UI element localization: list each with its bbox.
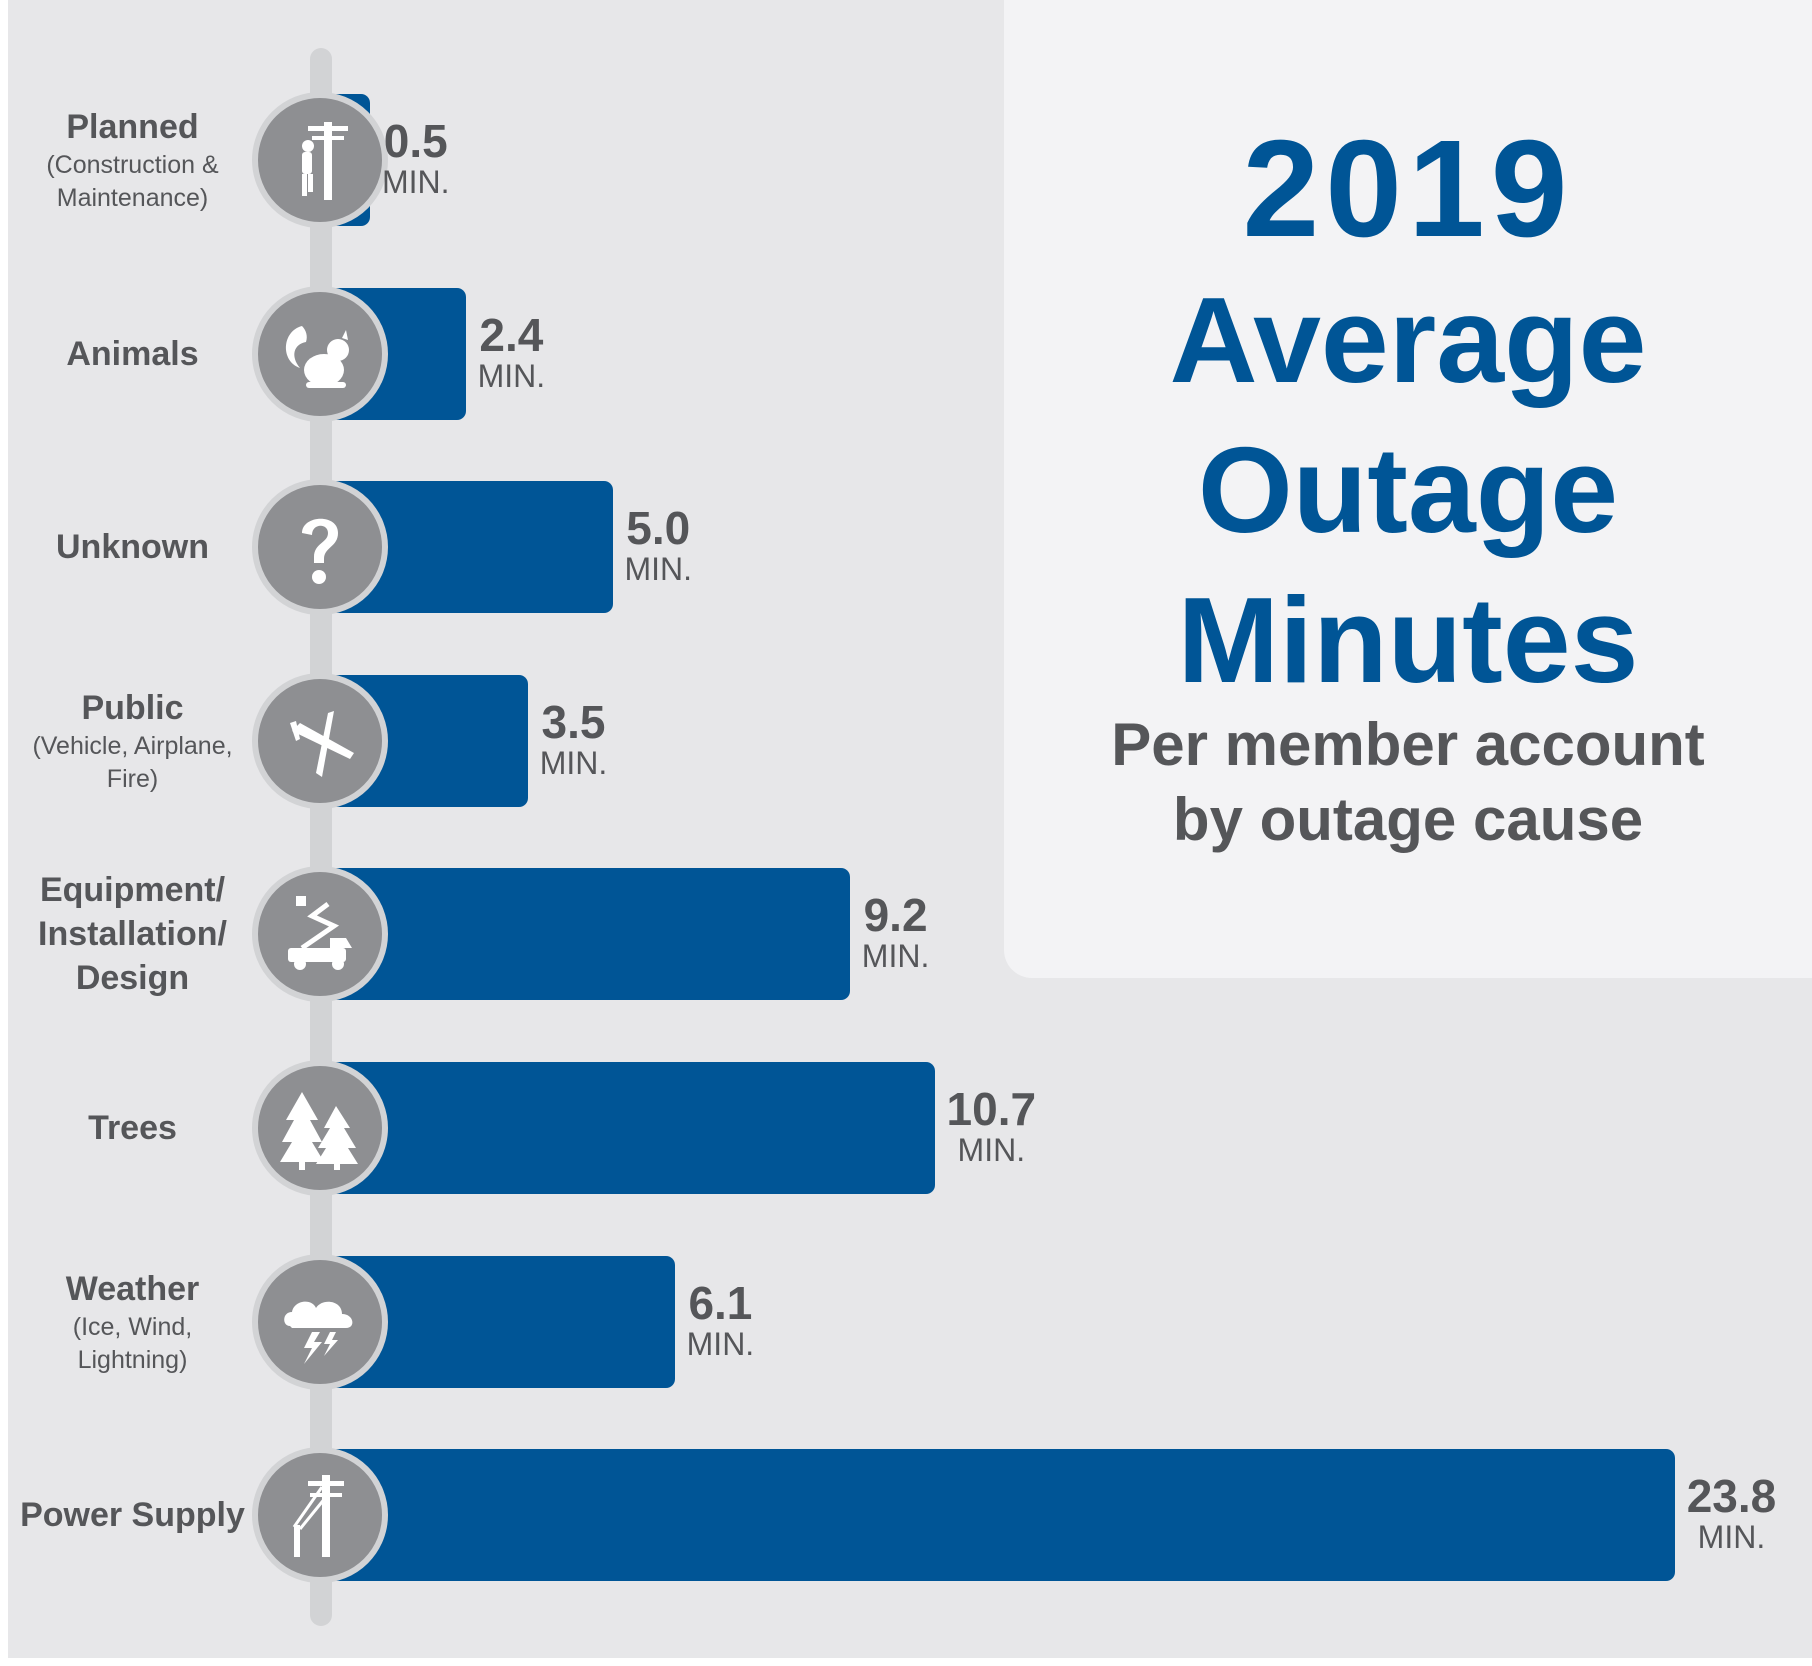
subtitle-line-1: Per member account — [1111, 711, 1705, 778]
value-label: 23.8 MIN. — [1687, 1473, 1777, 1555]
category-label: Public (Vehicle, Airplane, Fire) — [20, 686, 245, 796]
value-label: 2.4 MIN. — [478, 312, 546, 394]
bar-trees — [330, 1062, 935, 1194]
category-label: Power Supply — [20, 1493, 245, 1537]
bucket-truck-icon-glyph — [288, 896, 352, 970]
value-label: 5.0 MIN. — [625, 505, 693, 587]
value-label: 9.2 MIN. — [862, 892, 930, 974]
value-label: 3.5 MIN. — [540, 699, 608, 781]
category-label: Unknown — [20, 525, 245, 569]
category-name: Unknown — [56, 528, 209, 566]
title-line-minutes: Minutes — [1177, 572, 1639, 708]
storm-cloud-icon-glyph — [284, 1301, 353, 1364]
category-label: Animals — [20, 332, 245, 376]
value-number: 0.5 — [383, 115, 448, 167]
value-unit: MIN. — [382, 164, 450, 200]
value-unit: MIN. — [1697, 1519, 1766, 1555]
value-unit: MIN. — [477, 358, 546, 394]
bar-equipment-installation-design — [330, 868, 850, 1000]
value-label: 10.7 MIN. — [947, 1086, 1037, 1168]
storm-cloud-icon — [252, 1254, 388, 1390]
airplane-icon — [252, 673, 388, 809]
category-name: Weather — [65, 1270, 200, 1308]
category-name: Planned — [66, 108, 199, 146]
category-label: Weather (Ice, Wind, Lightning) — [20, 1267, 245, 1377]
utility-pole-worker-icon — [252, 92, 388, 228]
squirrel-icon — [252, 286, 388, 422]
title-panel: 2019 Average Outage Minutes Per member a… — [1004, 0, 1812, 978]
bar-power-supply — [330, 1449, 1675, 1581]
vertical-spine — [310, 48, 332, 1626]
title-line-average: Average — [1169, 272, 1647, 408]
trees-icon-glyph — [280, 1092, 358, 1170]
category-name: Trees — [88, 1109, 177, 1147]
squirrel-icon-glyph — [285, 326, 349, 388]
category-subtitle: (Ice, Wind, Lightning) — [72, 1313, 193, 1374]
utility-pole-worker-icon-glyph — [302, 122, 348, 200]
value-unit: MIN. — [686, 1326, 755, 1362]
category-name: Power Supply — [20, 1496, 245, 1534]
airplane-icon-glyph — [290, 711, 354, 777]
question-mark-icon-glyph — [302, 518, 338, 584]
value-number: 10.7 — [946, 1083, 1037, 1135]
value-unit: MIN. — [539, 745, 608, 781]
subtitle-line-2: by outage cause — [1172, 786, 1644, 853]
question-mark-icon — [252, 479, 388, 615]
value-number: 2.4 — [479, 309, 544, 361]
value-label: 6.1 MIN. — [687, 1280, 755, 1362]
value-number: 3.5 — [541, 696, 606, 748]
value-unit: MIN. — [957, 1132, 1026, 1168]
category-name: Equipment/ Installation/ Design — [38, 871, 227, 997]
power-lines-icon — [252, 1447, 388, 1583]
category-name: Public — [81, 689, 184, 727]
category-subtitle: (Vehicle, Airplane, Fire) — [32, 732, 233, 793]
value-number: 9.2 — [863, 889, 928, 941]
value-number: 5.0 — [626, 502, 691, 554]
category-label: Planned (Construction & Maintenance) — [20, 105, 245, 215]
value-number: 23.8 — [1686, 1470, 1777, 1522]
power-lines-icon-glyph — [292, 1475, 344, 1557]
category-label: Trees — [20, 1106, 245, 1150]
trees-icon — [252, 1060, 388, 1196]
category-name: Animals — [66, 335, 199, 373]
value-unit: MIN. — [861, 938, 930, 974]
value-label: 0.5 MIN. — [382, 118, 450, 200]
value-number: 6.1 — [688, 1277, 753, 1329]
title-year: 2019 — [1242, 112, 1574, 266]
bucket-truck-icon — [252, 866, 388, 1002]
category-label: Equipment/ Installation/ Design — [20, 868, 245, 1000]
title-line-outage: Outage — [1197, 422, 1619, 558]
category-subtitle: (Construction & Maintenance) — [46, 151, 219, 212]
value-unit: MIN. — [624, 551, 693, 587]
